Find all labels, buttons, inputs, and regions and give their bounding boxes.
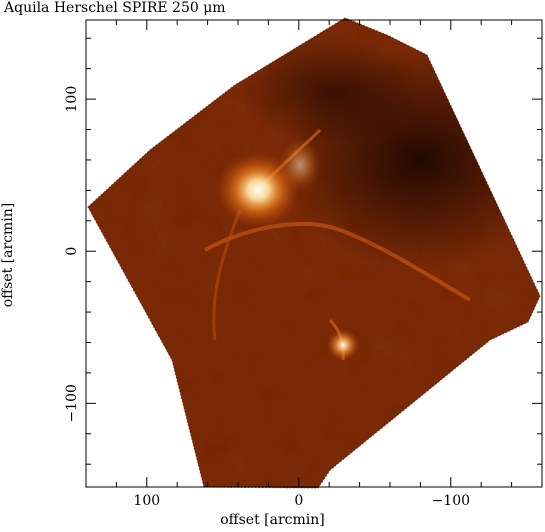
x-tick-label: 0: [294, 493, 303, 509]
x-axis-label: offset [arcmin]: [220, 512, 325, 528]
herschel-map-image: [88, 18, 540, 488]
figure-title: Aquila Herschel SPIRE 250 μm: [4, 0, 226, 16]
serpens-south-emission: [327, 329, 359, 361]
y-tick-label: −100: [64, 384, 80, 422]
x-tick-label: 100: [133, 493, 160, 509]
y-axis-ticks: 100 0 −100: [64, 37, 542, 465]
x-axis-ticks: 100 0 −100: [85, 20, 543, 509]
y-axis-label: offset [arcmin]: [0, 202, 16, 308]
y-tick-label: 100: [64, 86, 80, 113]
y-tick-label: 0: [64, 247, 80, 256]
x-tick-label: −100: [432, 493, 470, 509]
